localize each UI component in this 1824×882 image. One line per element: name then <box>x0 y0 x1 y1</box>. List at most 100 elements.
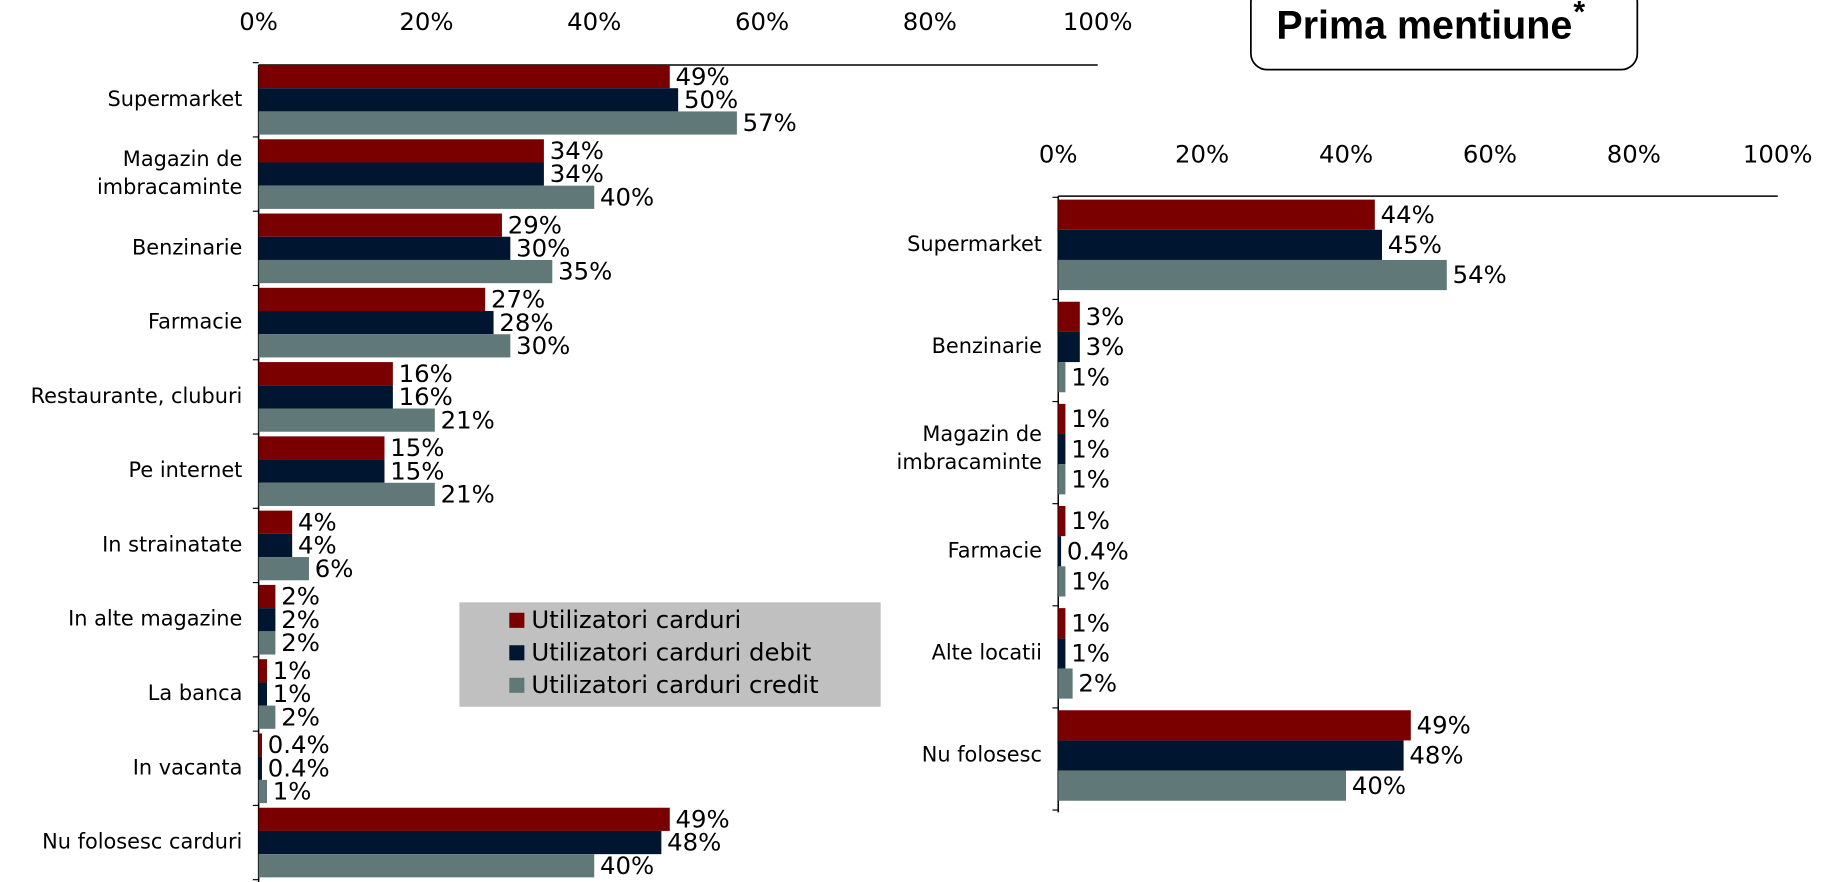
title-box <box>1250 0 1639 71</box>
legend-swatch <box>509 677 525 693</box>
bar <box>258 236 511 260</box>
y-tick-label: Farmacie <box>148 310 242 334</box>
bar <box>258 659 268 683</box>
bar <box>258 64 670 89</box>
x-tick-label: 80% <box>1607 140 1661 169</box>
bar <box>258 436 385 460</box>
bar <box>1058 608 1066 639</box>
y-tick-label: Pe internet <box>129 458 243 482</box>
legend-box <box>459 602 881 707</box>
x-tick-label: 0% <box>239 7 278 36</box>
bar <box>258 779 268 804</box>
bar <box>258 287 486 312</box>
bar <box>1058 259 1447 291</box>
data-label: 49% <box>676 62 730 91</box>
bar <box>1058 638 1066 669</box>
y-tick-label: In strainatate <box>102 532 242 556</box>
y-tick-label: In alte magazine <box>68 607 242 631</box>
data-label: 49% <box>1417 710 1471 739</box>
data-label: 1% <box>273 777 312 806</box>
data-label: 3% <box>1086 332 1125 361</box>
data-label: 2% <box>281 582 320 611</box>
data-label: 48% <box>667 828 721 857</box>
bar <box>258 756 262 780</box>
data-label: 1% <box>1071 404 1110 433</box>
bar <box>258 111 737 135</box>
data-label: 34% <box>550 159 604 188</box>
bar <box>258 185 595 209</box>
x-tick-label: 40% <box>1319 140 1373 169</box>
x-tick-label: 20% <box>1175 140 1229 169</box>
bar <box>258 510 293 534</box>
data-label: 15% <box>390 433 444 462</box>
chart-title: Prima mentiune <box>1276 3 1572 47</box>
bar <box>258 682 268 706</box>
y-tick-label: Supermarket <box>907 232 1042 256</box>
bar <box>1058 229 1383 260</box>
bar <box>258 705 276 729</box>
bar <box>258 385 393 409</box>
data-label: 2% <box>1078 669 1117 698</box>
bar <box>258 334 511 358</box>
bar <box>258 88 679 112</box>
data-label: 40% <box>1352 771 1406 800</box>
y-tick-label: Restaurante, cluburi <box>31 384 243 408</box>
data-label: 40% <box>600 182 654 211</box>
bar <box>258 311 494 335</box>
data-label: 1% <box>1071 434 1110 463</box>
x-tick-label: 60% <box>735 7 789 36</box>
data-label: 0.4% <box>1067 536 1129 565</box>
bar <box>258 608 276 632</box>
bar <box>258 362 393 386</box>
bar <box>258 631 276 655</box>
data-label: 1% <box>1071 362 1110 391</box>
data-label: 2% <box>281 605 320 634</box>
y-tick-label: Benzinarie <box>932 334 1042 358</box>
data-label: 1% <box>273 679 312 708</box>
x-tick-label: 20% <box>399 7 453 36</box>
data-label: 1% <box>273 656 312 685</box>
data-label: 16% <box>399 359 453 388</box>
x-tick-label: 80% <box>903 7 957 36</box>
data-label: 1% <box>1071 567 1110 596</box>
legend-label: Utilizatori carduri credit <box>531 670 818 699</box>
data-label: 49% <box>676 804 730 833</box>
data-label: 0.4% <box>268 730 330 759</box>
bar <box>1058 362 1066 393</box>
bar <box>258 854 595 878</box>
bar <box>1058 403 1066 435</box>
data-label: 1% <box>1071 608 1110 637</box>
bar <box>258 213 502 237</box>
bar <box>258 259 553 284</box>
x-tick-label: 40% <box>567 7 621 36</box>
data-label: 28% <box>499 308 553 337</box>
bar <box>258 584 276 609</box>
y-tick-label: Supermarket <box>108 87 243 111</box>
y-tick-label: Nu folosesc carduri <box>42 830 242 854</box>
data-label: 50% <box>684 85 738 114</box>
y-tick-label: La banca <box>148 681 243 705</box>
data-label: 54% <box>1453 260 1507 289</box>
data-label: 1% <box>1071 506 1110 535</box>
bar <box>258 533 293 558</box>
bar <box>1058 566 1066 597</box>
title-mark: * <box>1573 0 1585 29</box>
data-label: 34% <box>550 136 604 165</box>
data-label: 30% <box>516 331 570 360</box>
bar <box>1058 464 1066 495</box>
x-tick-label: 100% <box>1743 140 1813 169</box>
data-label: 27% <box>491 285 545 314</box>
bar <box>1058 536 1062 567</box>
bar <box>258 482 435 506</box>
data-label: 3% <box>1086 302 1125 331</box>
bar <box>258 830 662 855</box>
data-label: 2% <box>281 628 320 657</box>
data-label: 30% <box>516 234 570 263</box>
y-tick-label: Benzinarie <box>132 235 242 259</box>
data-label: 44% <box>1381 200 1435 229</box>
data-label: 4% <box>298 507 337 536</box>
data-label: 48% <box>1409 741 1463 770</box>
bar <box>258 459 385 483</box>
data-label: 15% <box>390 456 444 485</box>
